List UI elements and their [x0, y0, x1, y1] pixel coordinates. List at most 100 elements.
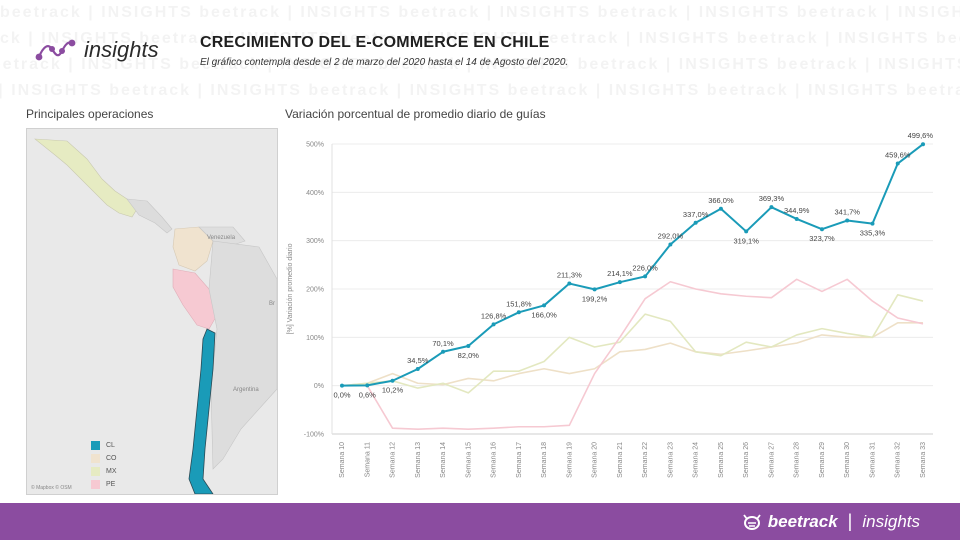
data-label: 337,0%	[683, 210, 709, 219]
data-point	[870, 221, 875, 226]
central-america	[126, 198, 173, 234]
x-tick-label: Semana 18	[541, 442, 548, 478]
chile-region	[188, 328, 216, 494]
logo-text: insights	[84, 37, 159, 62]
chart-title: Variación porcentual de promedio diario …	[285, 107, 546, 121]
page-title: CRECIMIENTO DEL E-COMMERCE EN CHILE	[200, 34, 550, 51]
data-label: 341,7%	[834, 208, 860, 217]
y-tick-label: -100%	[304, 432, 324, 439]
data-label: 344,9%	[784, 206, 810, 215]
x-tick-label: Semana 10	[339, 442, 346, 478]
x-tick-label: Semana 22	[642, 442, 649, 478]
x-tick-label: Semana 16	[491, 442, 498, 478]
map-label-argentina: Argentina	[233, 387, 259, 393]
data-label: 0,6%	[359, 390, 376, 399]
data-point	[441, 349, 446, 354]
series-line-mx	[341, 294, 924, 394]
beetrack-logo-icon	[743, 513, 761, 530]
x-tick-label: Semana 30	[844, 442, 851, 478]
x-tick-label: Semana 33	[920, 442, 927, 478]
data-label: 369,3%	[759, 194, 785, 203]
footer-insights: insights	[862, 511, 920, 531]
data-point	[390, 378, 395, 383]
data-point	[567, 281, 572, 286]
data-point	[592, 287, 597, 292]
legend-swatch	[91, 454, 100, 463]
legend-label: MX	[106, 468, 117, 475]
x-tick-label: Semana 32	[895, 442, 902, 478]
data-label: 126,8%	[481, 311, 507, 320]
legend-swatch	[91, 467, 100, 476]
data-point	[415, 366, 420, 371]
map-attribution: © Mapbox © OSM	[31, 484, 72, 491]
footer-bar: beetrack | insights	[0, 503, 960, 540]
series-line-co	[341, 322, 923, 387]
x-tick-label: Semana 29	[819, 442, 826, 478]
data-label: 82,0%	[458, 351, 480, 360]
y-tick-label: 100%	[306, 335, 324, 342]
map-svg: Venezuela Argentina Br © Mapbox © OSM	[31, 138, 277, 494]
legend-label: CL	[106, 442, 115, 449]
legend-item-co[interactable]: CO	[91, 452, 117, 465]
y-axis-title: [%] Variación promedio diario	[287, 243, 294, 334]
data-point	[895, 161, 900, 166]
x-tick-label: Semana 28	[794, 442, 801, 478]
series-line-pe	[342, 278, 924, 430]
legend-swatch	[91, 441, 100, 450]
peru-region	[172, 268, 218, 330]
y-tick-label: 300%	[306, 238, 324, 245]
legend-swatch	[91, 480, 100, 489]
x-tick-label: Semana 24	[693, 442, 700, 478]
data-label: 214,1%	[607, 269, 633, 278]
footer-beetrack: beetrack	[767, 511, 838, 531]
x-tick-label: Semana 20	[592, 442, 599, 478]
data-point	[617, 280, 622, 285]
data-label: 292,0%	[658, 232, 684, 241]
map-title: Principales operaciones	[26, 107, 154, 121]
x-tick-label: Semana 15	[465, 442, 472, 478]
data-label: 499,6%	[908, 131, 934, 140]
data-point	[340, 383, 344, 388]
data-label: 323,7%	[809, 234, 835, 243]
data-point	[794, 216, 799, 221]
insights-logo: insights	[34, 34, 159, 66]
data-point	[744, 229, 749, 234]
x-tick-label: Semana 27	[768, 442, 775, 478]
data-label: 166,0%	[531, 310, 557, 319]
page-subtitle: El gráfico contempla desde el 2 de marzo…	[200, 57, 569, 68]
data-label: 70,1%	[432, 339, 454, 348]
operations-map[interactable]: Venezuela Argentina Br © Mapbox © OSM CL…	[26, 128, 278, 495]
data-point	[466, 344, 471, 349]
south-america-rest	[208, 240, 277, 470]
series-line-cl	[341, 143, 924, 387]
y-tick-label: 500%	[306, 142, 324, 149]
data-label: 459,6%	[885, 151, 911, 160]
y-tick-label: 200%	[306, 287, 324, 294]
legend-label: PE	[106, 481, 116, 488]
legend-item-pe[interactable]: PE	[91, 478, 117, 491]
data-point	[718, 206, 723, 211]
data-label: 10,2%	[382, 386, 404, 395]
data-label: 199,2%	[582, 294, 608, 303]
data-label: 366,0%	[708, 196, 734, 205]
x-tick-label: Semana 13	[415, 442, 422, 478]
data-point	[516, 310, 521, 315]
data-point	[693, 220, 698, 225]
data-point	[643, 274, 648, 279]
legend-item-mx[interactable]: MX	[91, 465, 117, 478]
x-tick-label: Semana 23	[667, 442, 674, 478]
map-legend: CL CO MX PE	[91, 439, 117, 491]
header: insights CRECIMIENTO DEL E-COMMERCE EN C…	[0, 0, 960, 100]
x-tick-label: Semana 25	[718, 442, 725, 478]
y-tick-label: 0%	[314, 383, 324, 390]
legend-item-cl[interactable]: CL	[91, 439, 117, 452]
data-label: 319,1%	[733, 236, 759, 245]
y-tick-label: 400%	[306, 190, 324, 197]
data-point	[542, 303, 547, 308]
data-label: 211,3%	[557, 271, 582, 280]
x-tick-label: Semana 31	[869, 442, 876, 478]
growth-line-chart[interactable]: -100% 0% 100% 200% 300% 400% 500% Semana 10 Sema…	[280, 128, 945, 493]
data-point	[845, 218, 850, 223]
x-tick-label: Semana 17	[516, 442, 523, 478]
data-label: 0,0%	[333, 391, 350, 400]
